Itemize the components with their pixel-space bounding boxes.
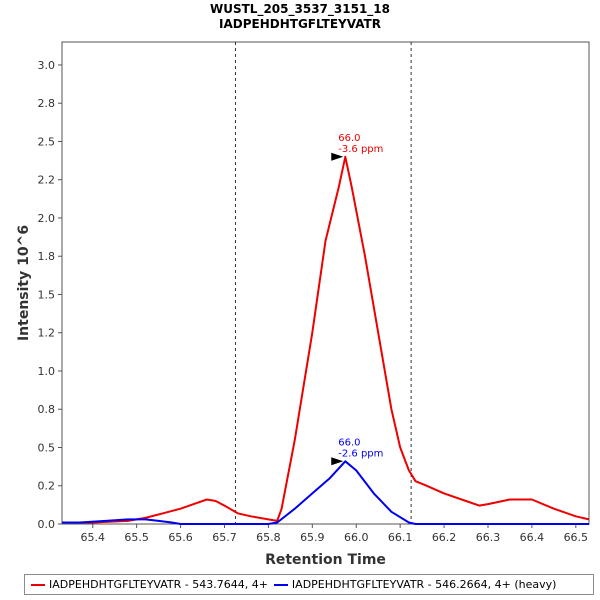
peak-annotation-ppm: -2.6 ppm bbox=[338, 448, 383, 459]
legend-item-heavy: IADPEHDHTGFLTEYVATR - 546.2664, 4+ (heav… bbox=[273, 578, 557, 591]
x-tick-label: 65.5 bbox=[124, 531, 149, 544]
x-tick-label: 65.6 bbox=[168, 531, 193, 544]
plot-area bbox=[61, 41, 590, 525]
x-tick-label: 66.4 bbox=[520, 531, 545, 544]
peak-marker-arrow bbox=[331, 457, 344, 466]
x-tick-label: 65.8 bbox=[256, 531, 281, 544]
peak-annotation-time: 66.0 bbox=[338, 133, 360, 144]
x-axis-label: Retention Time bbox=[265, 552, 386, 568]
x-tick-label: 66.0 bbox=[344, 531, 369, 544]
series-line-heavy bbox=[62, 460, 589, 525]
y-tick-label: 0.8 bbox=[38, 403, 56, 416]
legend-item-light: IADPEHDHTGFLTEYVATR - 543.7644, 4+ bbox=[31, 578, 268, 591]
x-tick-label: 66.3 bbox=[476, 531, 501, 544]
legend-swatch-heavy bbox=[273, 583, 288, 586]
chromatogram-chart: 0.0 0.2 0.5 0.8 1.0 1.2 1.5 1.8 2.0 2.2 2.5 2.8 3.0 6… bbox=[16, 41, 590, 568]
y-tick-label: 3.0 bbox=[38, 59, 56, 72]
y-tick-label: 1.0 bbox=[38, 365, 56, 378]
x-tick-label: 66.1 bbox=[388, 531, 413, 544]
legend-label-light: IADPEHDHTGFLTEYVATR - 543.7644, 4+ bbox=[49, 578, 268, 591]
y-axis-label: Intensity 10^6 bbox=[16, 225, 32, 341]
y-tick-label: 1.2 bbox=[38, 327, 56, 340]
x-tick-label: 66.2 bbox=[432, 531, 457, 544]
peak-annotation-time: 66.0 bbox=[338, 437, 360, 448]
x-tick-label: 65.9 bbox=[300, 531, 325, 544]
y-tick-label: 2.2 bbox=[38, 174, 56, 187]
chart-subtitle: IADPEHDHTGFLTEYVATR bbox=[219, 17, 381, 31]
x-tick-label: 66.5 bbox=[564, 531, 589, 544]
x-tick-label: 65.7 bbox=[212, 531, 237, 544]
chart-title: WUSTL_205_3537_3151_18 bbox=[210, 2, 390, 16]
y-tick-label: 0.2 bbox=[38, 480, 56, 493]
peak-annotation-ppm: -3.6 ppm bbox=[338, 144, 383, 155]
series-line-light bbox=[62, 155, 590, 524]
y-tick-label: 2.8 bbox=[38, 97, 56, 110]
y-tick-label: 2.0 bbox=[38, 212, 56, 225]
legend-label-heavy: IADPEHDHTGFLTEYVATR - 546.2664, 4+ (heav… bbox=[291, 578, 557, 591]
y-tick-label: 0.5 bbox=[38, 441, 56, 454]
y-tick-label: 0.0 bbox=[38, 518, 56, 531]
chart-legend: IADPEHDHTGFLTEYVATR - 543.7644, 4+ IADPE… bbox=[24, 574, 594, 595]
peak-marker-arrow bbox=[331, 152, 344, 161]
y-tick-label: 1.5 bbox=[38, 288, 56, 301]
x-tick-label: 65.4 bbox=[80, 531, 105, 544]
legend-swatch-light bbox=[31, 583, 45, 586]
y-tick-label: 2.5 bbox=[38, 135, 56, 148]
y-tick-label: 1.8 bbox=[38, 250, 56, 263]
